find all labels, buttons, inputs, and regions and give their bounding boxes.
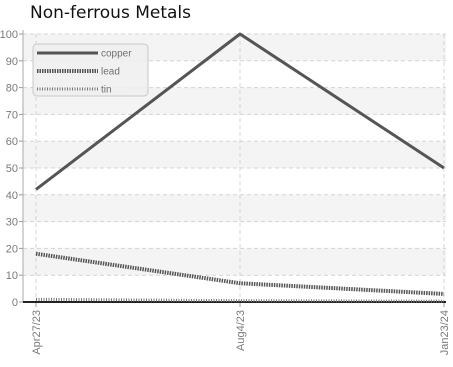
y-tick-label: 0 xyxy=(12,297,18,309)
y-tick-label: 40 xyxy=(6,190,18,202)
legend-label-tin: tin xyxy=(101,85,112,96)
y-tick-label: 70 xyxy=(6,109,18,121)
grid-band xyxy=(23,194,446,222)
y-tick-label: 90 xyxy=(6,56,18,68)
series-line-tin xyxy=(35,297,445,303)
y-tick-label: 30 xyxy=(6,217,18,229)
x-tick-label: Aug4/23 xyxy=(235,310,247,351)
x-tick-label: Jan23/24 xyxy=(439,310,451,355)
x-tick-label: Apr27/23 xyxy=(31,310,43,355)
legend-label-copper: copper xyxy=(101,49,132,60)
y-tick-label: 60 xyxy=(6,136,18,148)
y-tick-label: 100 xyxy=(0,29,18,41)
y-tick-label: 50 xyxy=(6,163,18,175)
grid-band xyxy=(23,141,446,168)
y-tick-label: 20 xyxy=(6,243,18,255)
y-tick-label: 80 xyxy=(6,83,18,95)
chart-title: Non-ferrous Metals xyxy=(30,3,192,23)
y-tick-label: 10 xyxy=(6,270,18,282)
legend-label-lead: lead xyxy=(101,67,120,78)
